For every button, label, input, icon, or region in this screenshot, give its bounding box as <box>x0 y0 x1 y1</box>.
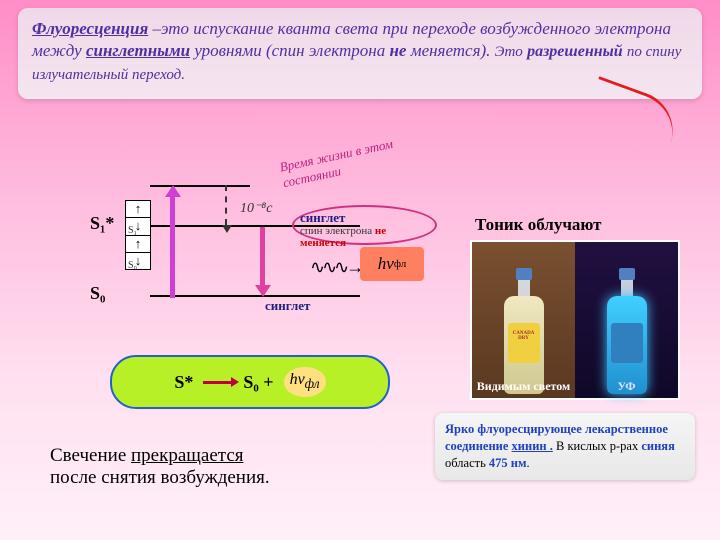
quinine-note-box: Ярко флуоресцирующее лекарственное соеди… <box>435 413 695 480</box>
bottle-visible-light: CANADA DRY Видимым светом <box>472 242 575 398</box>
spin-note: спин электрона не меняется <box>300 225 420 249</box>
lifetime-caption: Время жизни в этом состоянии <box>278 131 422 191</box>
equation-box: S* S₀ + hνфл <box>110 355 390 409</box>
definition-text: Флуоресценция –это испускание кванта све… <box>32 18 688 85</box>
spin-sub-s1: S₁ <box>128 225 137 236</box>
photon-wavy-arrow: ∿∿∿→ <box>310 257 361 278</box>
visible-caption: Видимым светом <box>472 379 575 394</box>
definition-box: Флуоресценция –это испускание кванта све… <box>18 8 702 99</box>
bottle-cap <box>619 268 635 280</box>
lifetime-value: 10⁻⁸с <box>240 200 272 217</box>
bottle-uv-light: УФ <box>575 242 678 398</box>
bottle-cap <box>516 268 532 280</box>
red-swoosh-annotation <box>582 76 684 154</box>
hnu-emission-box: hνфл <box>360 247 424 281</box>
cease-text: Свечение прекращается после снятия возбу… <box>50 445 270 489</box>
eq-lhs: S* <box>174 372 193 393</box>
term-singlet: синглетными <box>86 41 190 60</box>
tonic-title: Тоник облучают <box>475 215 602 235</box>
relax-dashed-arrow <box>225 185 227 225</box>
bottles-photo: CANADA DRY Видимым светом УФ <box>470 240 680 400</box>
term-fluorescence: Флуоресценция <box>32 19 148 38</box>
bottle-label <box>611 323 643 363</box>
uv-caption: УФ <box>575 379 678 394</box>
singlet-bottom-label: синглет <box>265 298 310 314</box>
singlet-top-label: синглет <box>300 210 345 226</box>
spin-sub-s0: S₀ <box>128 260 137 271</box>
eq-arrow <box>203 381 233 384</box>
spin-cell-up: ↑ <box>126 201 150 218</box>
eq-rhs1: S₀ + <box>243 372 273 393</box>
diagram-area: S₁* S₀ ↑ ↓ ↑ ↓ S₁ S₀ 10⁻⁸с Время жизни в… <box>30 165 690 525</box>
s1-label: S₁* <box>90 213 114 234</box>
spin-cell-up2: ↑ <box>126 236 150 253</box>
bottle-label: CANADA DRY <box>508 323 540 363</box>
eq-hnu: hνфл <box>284 367 326 396</box>
s0-label: S₀ <box>90 283 105 304</box>
